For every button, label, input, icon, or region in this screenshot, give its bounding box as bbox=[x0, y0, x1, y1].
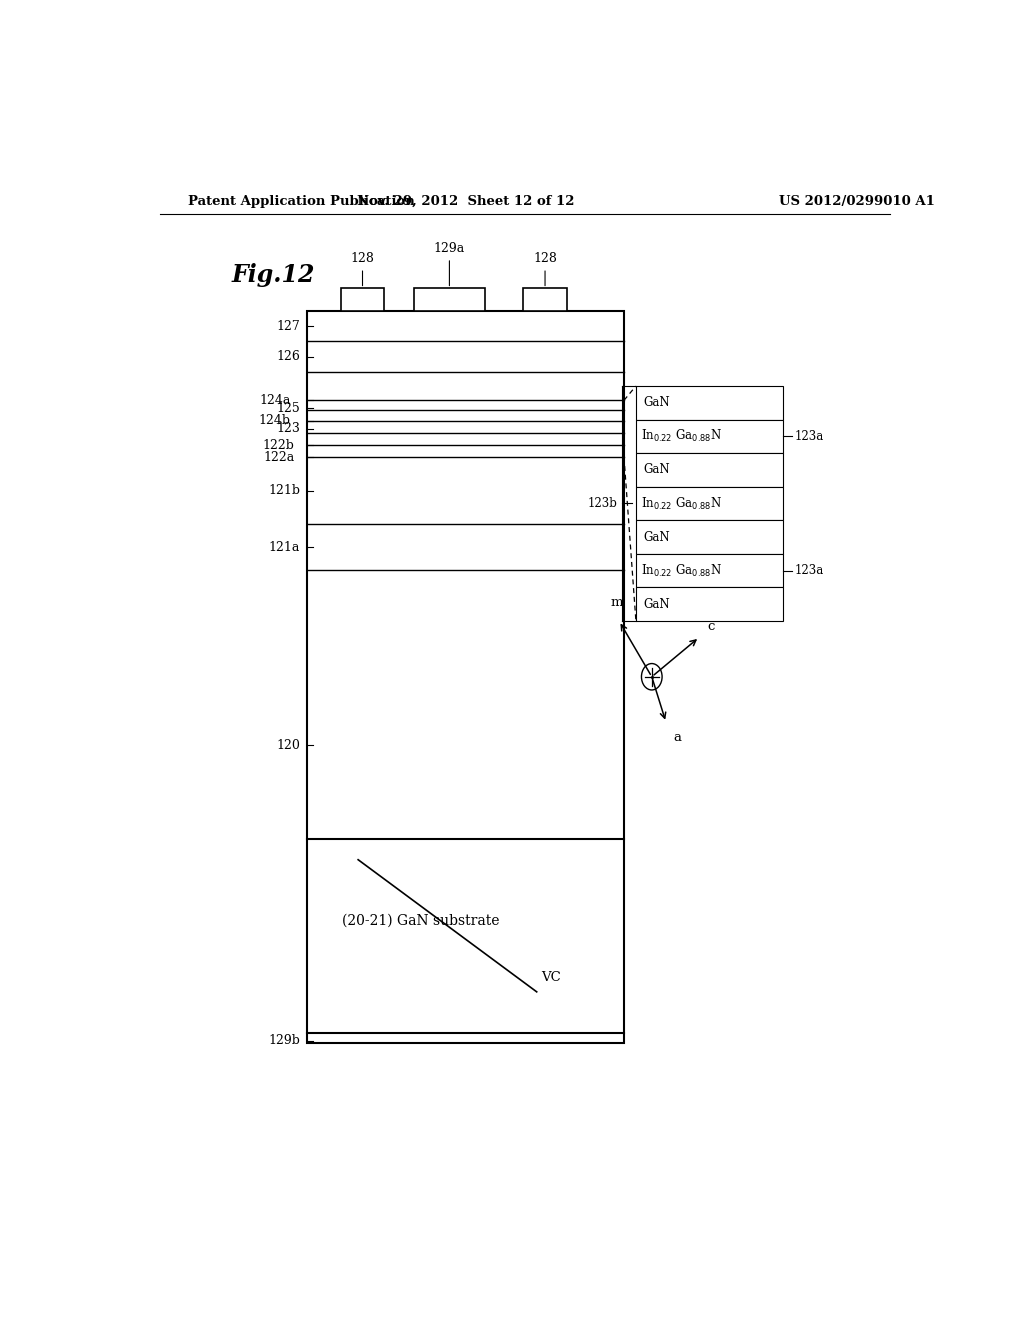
Text: 123: 123 bbox=[276, 422, 300, 436]
Text: In$_{0.22}$ Ga$_{0.88}$N: In$_{0.22}$ Ga$_{0.88}$N bbox=[641, 428, 723, 445]
Text: 128: 128 bbox=[534, 252, 557, 265]
Text: In$_{0.22}$ Ga$_{0.88}$N: In$_{0.22}$ Ga$_{0.88}$N bbox=[641, 495, 723, 512]
Text: GaN: GaN bbox=[644, 531, 671, 544]
Text: VC: VC bbox=[541, 970, 560, 983]
Text: 126: 126 bbox=[276, 350, 300, 363]
Text: 123a: 123a bbox=[795, 564, 824, 577]
Bar bbox=[636, 520, 782, 554]
Text: 128: 128 bbox=[350, 252, 375, 265]
Bar bbox=[636, 385, 782, 420]
Text: (20-21) GaN substrate: (20-21) GaN substrate bbox=[342, 913, 500, 928]
Text: 122b: 122b bbox=[263, 438, 295, 451]
Text: 121b: 121b bbox=[268, 484, 300, 498]
Text: 120: 120 bbox=[276, 739, 300, 752]
Text: US 2012/0299010 A1: US 2012/0299010 A1 bbox=[778, 194, 935, 207]
Bar bbox=[636, 554, 782, 587]
Text: 124b: 124b bbox=[259, 414, 291, 428]
Text: c: c bbox=[708, 620, 715, 634]
Text: 127: 127 bbox=[276, 319, 300, 333]
Bar bbox=[636, 487, 782, 520]
Text: GaN: GaN bbox=[644, 396, 671, 409]
Text: 122a: 122a bbox=[263, 450, 295, 463]
Text: Patent Application Publication: Patent Application Publication bbox=[187, 194, 415, 207]
Bar bbox=[306, 312, 624, 1043]
Text: 124a: 124a bbox=[259, 393, 291, 407]
Text: GaN: GaN bbox=[644, 463, 671, 477]
Bar bbox=[636, 453, 782, 487]
Text: 125: 125 bbox=[276, 401, 300, 414]
Text: m: m bbox=[610, 595, 624, 609]
Text: 129b: 129b bbox=[268, 1034, 300, 1047]
Bar bbox=[523, 289, 567, 312]
Text: 121a: 121a bbox=[269, 541, 300, 553]
Bar bbox=[341, 289, 384, 312]
Text: 123a: 123a bbox=[795, 430, 824, 444]
Text: 129a: 129a bbox=[434, 242, 465, 255]
Bar bbox=[414, 289, 485, 312]
Text: a: a bbox=[674, 731, 682, 743]
Text: 123b: 123b bbox=[588, 496, 617, 510]
Bar bbox=[636, 420, 782, 453]
Bar bbox=[636, 587, 782, 620]
Text: GaN: GaN bbox=[644, 598, 671, 611]
Text: In$_{0.22}$ Ga$_{0.88}$N: In$_{0.22}$ Ga$_{0.88}$N bbox=[641, 562, 723, 578]
Text: Fig.12: Fig.12 bbox=[231, 263, 314, 288]
Text: Nov. 29, 2012  Sheet 12 of 12: Nov. 29, 2012 Sheet 12 of 12 bbox=[356, 194, 574, 207]
